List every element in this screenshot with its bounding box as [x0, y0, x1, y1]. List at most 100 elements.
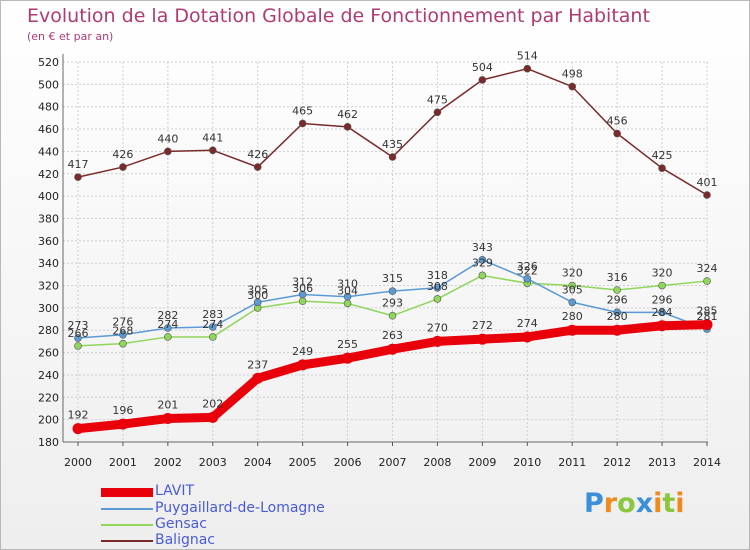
data-label-balignac: 441 [202, 131, 223, 144]
data-label-gensac: 306 [292, 282, 313, 295]
data-point-balignac [208, 146, 217, 155]
x-tick-label: 2013 [648, 456, 676, 469]
data-label-balignac: 475 [427, 93, 448, 106]
data-point-gensac [298, 297, 307, 305]
data-point-puygaillard-de-lomagne [343, 292, 352, 301]
x-tick-label: 2012 [603, 456, 631, 469]
data-label-balignac: 426 [247, 148, 268, 161]
x-tick-label: 2008 [423, 456, 451, 469]
chart-subtitle: (en € et par an) [27, 30, 114, 43]
data-label-balignac: 498 [562, 68, 583, 81]
data-point-balignac [658, 164, 666, 172]
data-label-lavit: 284 [652, 306, 673, 319]
data-point-balignac [388, 153, 397, 161]
data-label-gensac: 274 [157, 318, 178, 331]
data-label-balignac: 426 [112, 148, 133, 161]
y-tick-label: 280 [38, 324, 59, 337]
data-point-lavit [117, 418, 129, 430]
data-label-gensac: 304 [337, 284, 358, 297]
data-label-gensac: 320 [562, 267, 583, 280]
data-point-gensac [343, 299, 352, 308]
data-point-gensac [119, 339, 127, 348]
y-tick-label: 200 [38, 414, 59, 427]
data-point-balignac [613, 129, 621, 138]
legend-swatch-balignac [101, 540, 153, 542]
brand-letter: t [662, 488, 676, 519]
data-point-lavit [252, 372, 264, 384]
data-point-lavit [72, 423, 84, 435]
data-label-balignac: 440 [157, 132, 178, 145]
data-label-puygaillard-de-lomagne: 343 [472, 241, 493, 254]
data-point-lavit [297, 359, 309, 371]
data-point-balignac [568, 82, 577, 91]
data-point-lavit [387, 343, 398, 355]
y-tick-label: 380 [38, 212, 59, 225]
data-point-puygaillard-de-lomagne [658, 308, 666, 317]
data-label-puygaillard-de-lomagne: 315 [382, 272, 403, 285]
x-tick-label: 2010 [513, 456, 541, 469]
series-lines [72, 64, 713, 435]
data-label-balignac: 465 [292, 104, 313, 117]
y-tick-label: 440 [38, 145, 59, 158]
data-label-lavit: 272 [472, 319, 493, 332]
data-point-puygaillard-de-lomagne [433, 283, 442, 292]
data-label-gensac: 266 [68, 327, 89, 340]
y-tick-label: 260 [38, 347, 59, 360]
data-label-lavit: 196 [112, 404, 133, 417]
data-label-gensac: 322 [517, 264, 538, 277]
axes: 180 200 220 240 260 280 300 320 340 360 380 400 420 4… [38, 54, 721, 469]
legend-label-gensac: Gensac [155, 516, 207, 532]
data-point-lavit [476, 333, 488, 345]
data-label-gensac: 293 [382, 297, 403, 310]
data-label-gensac: 308 [427, 280, 448, 293]
data-point-balignac [119, 163, 127, 171]
x-tick-label: 2002 [154, 456, 182, 469]
data-point-gensac [703, 277, 711, 285]
data-point-lavit [521, 331, 533, 343]
chart-title: Evolution de la Dotation Globale de Fonc… [27, 5, 650, 27]
data-point-lavit [656, 320, 668, 332]
data-label-lavit: 249 [292, 345, 313, 358]
data-label-gensac: 320 [652, 267, 673, 280]
data-label-puygaillard-de-lomagne: 318 [427, 269, 448, 282]
data-point-gensac [208, 333, 217, 341]
data-label-puygaillard-de-lomagne: 273 [68, 319, 89, 332]
y-tick-label: 220 [38, 391, 59, 404]
data-label-gensac: 316 [607, 271, 628, 284]
data-label-balignac: 417 [68, 158, 89, 171]
data-point-balignac [164, 147, 172, 156]
data-label-puygaillard-de-lomagne: 305 [562, 283, 583, 296]
data-label-lavit: 192 [68, 409, 89, 422]
y-tick-label: 240 [38, 369, 59, 382]
data-point-lavit [566, 324, 578, 336]
legend-swatch-lavit [101, 488, 153, 497]
data-label-lavit: 202 [202, 397, 223, 410]
data-label-lavit: 263 [382, 329, 403, 342]
data-label-puygaillard-de-lomagne: 310 [337, 278, 358, 291]
data-point-balignac [253, 163, 262, 171]
data-point-puygaillard-de-lomagne [164, 324, 172, 332]
data-point-puygaillard-de-lomagne [523, 275, 532, 283]
data-point-puygaillard-de-lomagne [568, 298, 577, 307]
data-label-lavit: 270 [427, 321, 448, 334]
data-point-puygaillard-de-lomagne [388, 287, 397, 295]
data-point-puygaillard-de-lomagne [478, 256, 487, 264]
x-tick-label: 2009 [468, 456, 496, 469]
data-point-gensac [658, 281, 666, 290]
data-label-gensac: 300 [247, 289, 268, 302]
data-label-puygaillard-de-lomagne: 281 [697, 310, 718, 323]
brand-letter: o [617, 488, 636, 519]
data-point-puygaillard-de-lomagne [74, 334, 82, 342]
y-tick-label: 320 [38, 280, 59, 293]
legend-label-lavit: LAVIT [155, 483, 195, 499]
y-tick-label: 400 [38, 190, 59, 203]
data-point-gensac [568, 281, 577, 290]
data-label-lavit: 237 [247, 358, 268, 371]
data-label-puygaillard-de-lomagne: 276 [112, 316, 133, 329]
data-label-balignac: 401 [697, 176, 718, 189]
data-label-balignac: 514 [517, 50, 538, 63]
data-label-gensac: 324 [697, 262, 718, 275]
data-label-balignac: 504 [472, 61, 493, 74]
data-point-puygaillard-de-lomagne [253, 298, 262, 307]
